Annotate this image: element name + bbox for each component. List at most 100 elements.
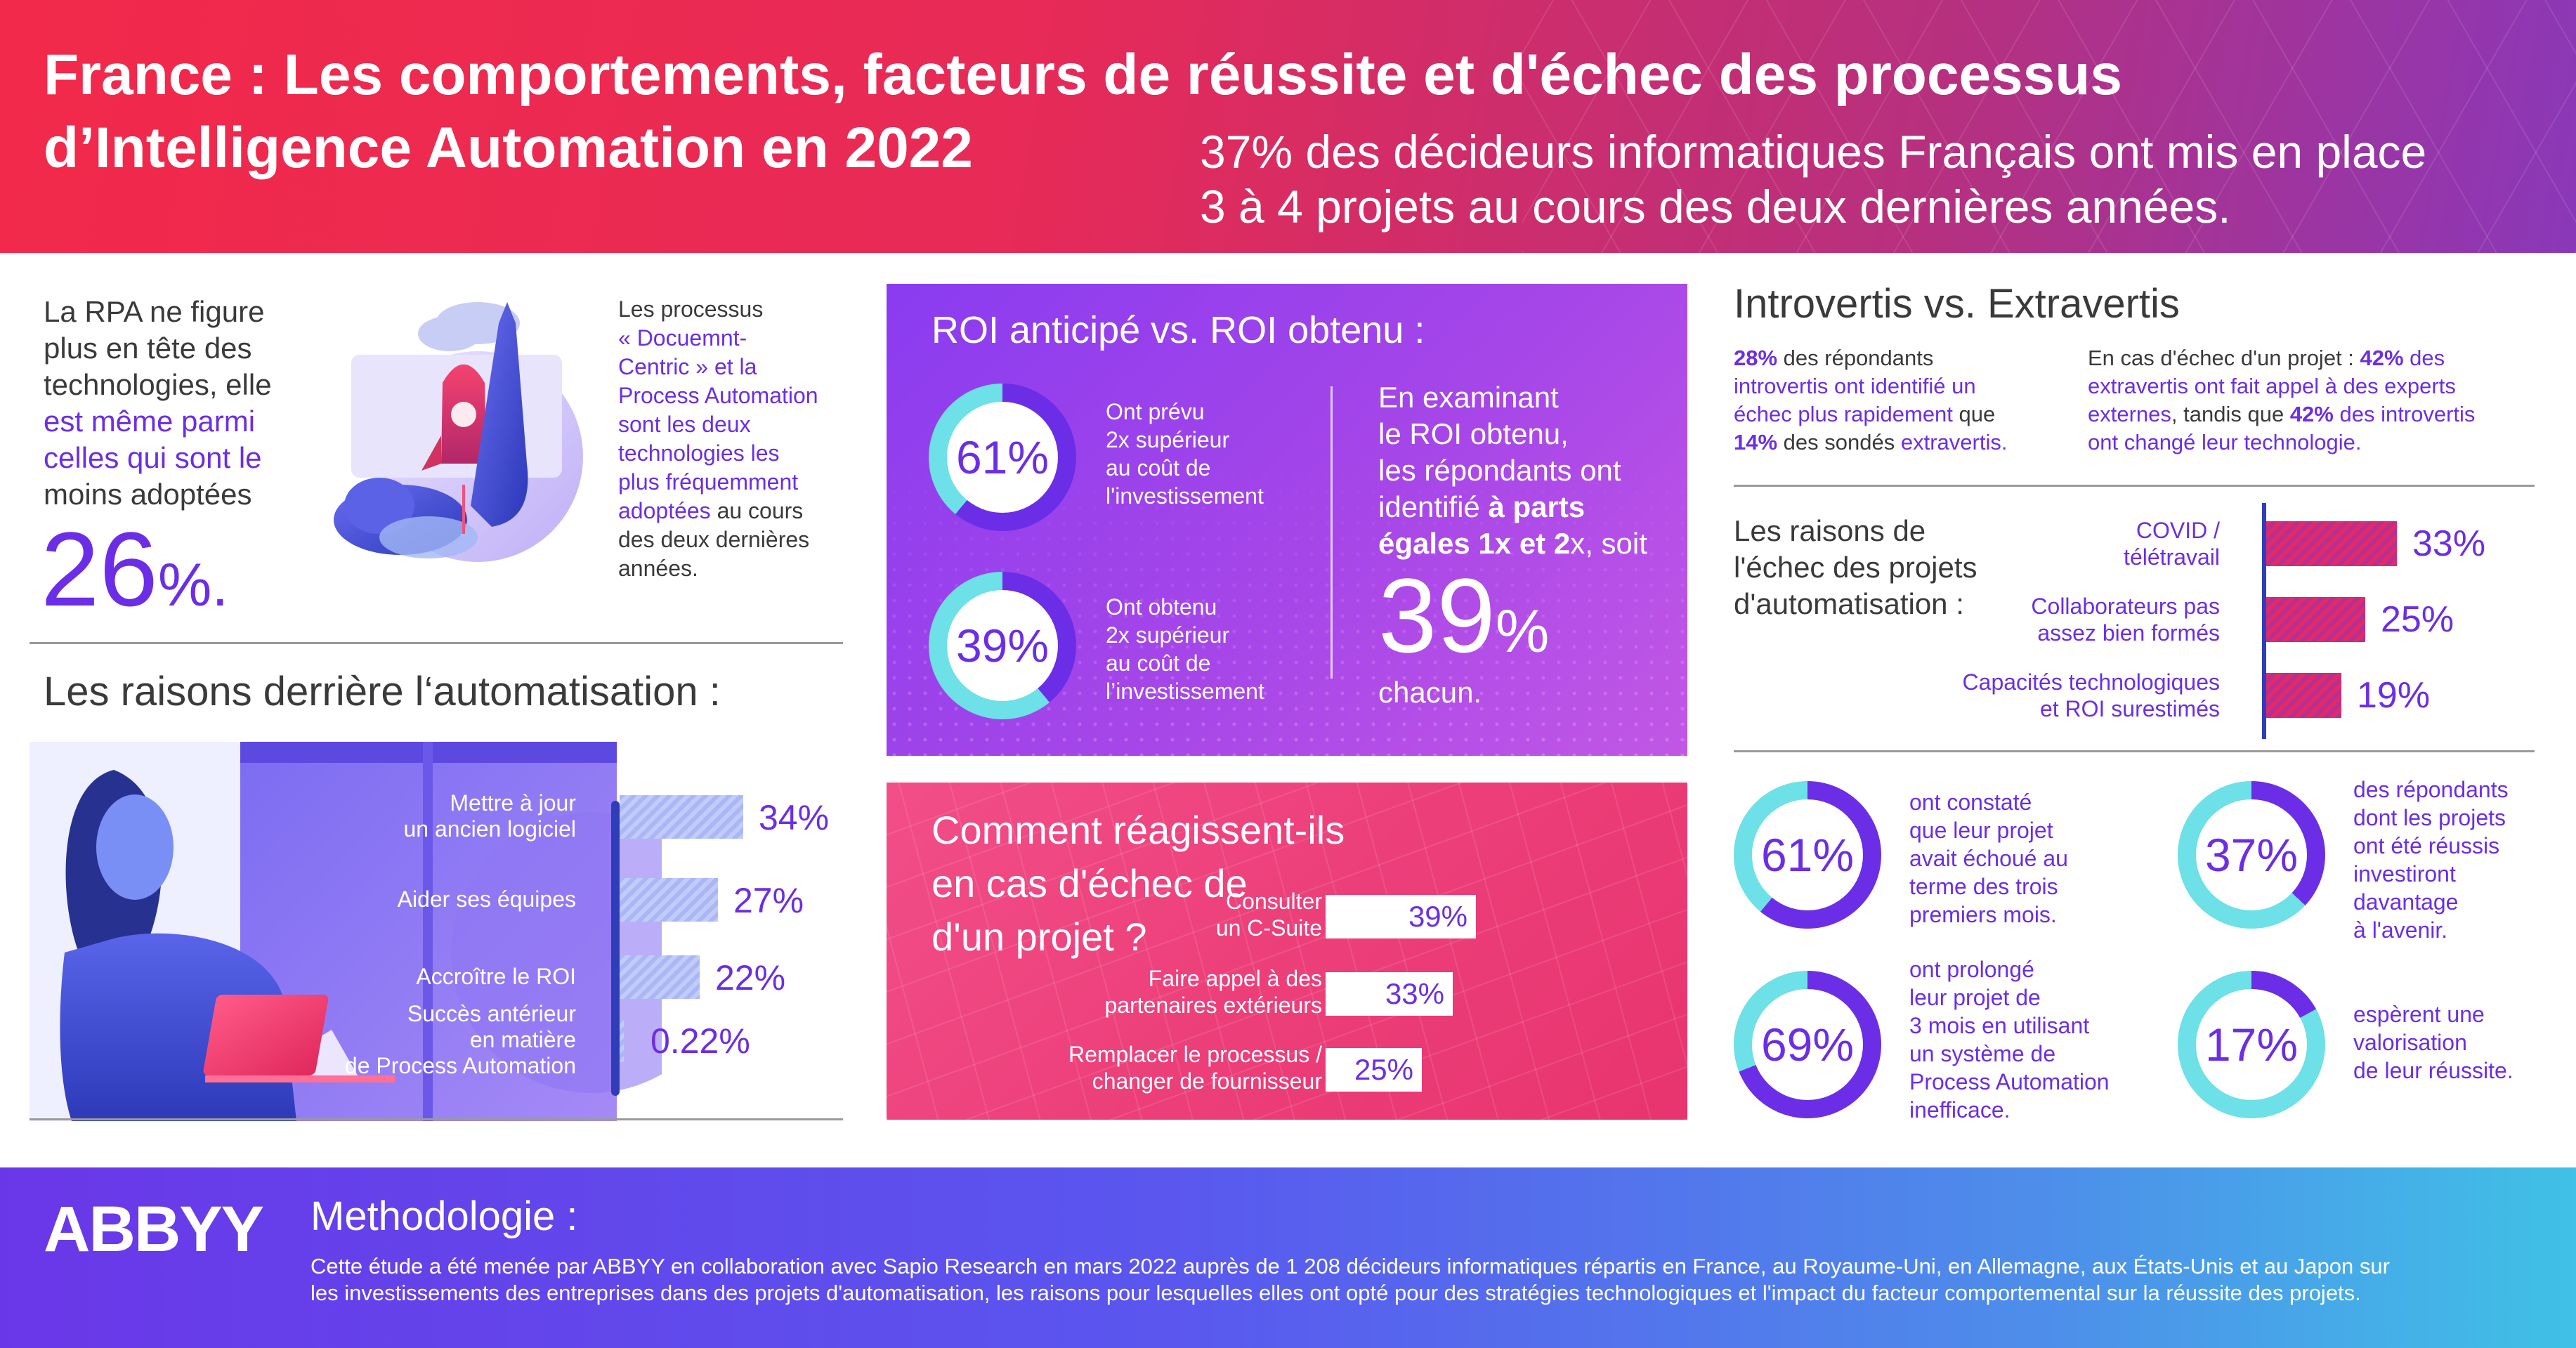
introvert-text: extravertis.	[1900, 430, 2008, 454]
extravert-text: ont fait appel à des experts	[2188, 374, 2456, 398]
failure-reason-label: COVID / télétravail	[1939, 517, 2220, 570]
failure-reaction-panel: Comment réagissent-ils en cas d'échec de…	[887, 783, 1687, 1120]
reason-label-line: Succès antérieur	[407, 1000, 576, 1026]
failure-reason-value: 19%	[2357, 675, 2431, 716]
extravert-text: des	[2403, 346, 2445, 370]
reaction-label-line: un C-Suite	[1215, 915, 1322, 941]
roi-right-line: identifié	[1378, 490, 1489, 523]
reaction-label-line: changer de fournisseur	[1092, 1068, 1322, 1094]
stat-69-text: ont prolongé leur projet de 3 mois en util…	[1909, 955, 2110, 1124]
failure-reaction-title-line: Comment réagissent-ils	[931, 808, 1345, 852]
introvert-text: échec plus rapidement	[1734, 402, 1953, 426]
reaction-label-line: Remplacer le processus /	[1068, 1042, 1322, 1067]
roi-obtained-line: l’investissement	[1106, 679, 1264, 704]
main-title-line2: d’Intelligence Automation en 2022	[44, 116, 973, 180]
stat-line: à l'avenir.	[2353, 917, 2448, 943]
failure-reason-label-line: et ROI surestimés	[2039, 696, 2220, 721]
main-title-line1: France : Les comportements, facteurs de …	[44, 43, 2122, 107]
processus-line: des deux dernières	[618, 527, 810, 552]
stat-line: davantage	[2353, 889, 2459, 915]
extravert-text: externes	[2088, 402, 2171, 426]
reason-label: Mettre à jour un ancien logiciel	[309, 790, 577, 842]
stat-line: Process Automation	[1909, 1069, 2110, 1094]
introvert-text: des sondés	[1777, 430, 1901, 454]
header-pattern	[1522, 0, 2576, 253]
processus-text: Les processus « Docuemnt- Centric » et l…	[618, 295, 818, 583]
rpa-big-stat: 26%.	[41, 513, 228, 625]
methodology-line: les investissements des entreprises dans…	[310, 1281, 2361, 1305]
stat-line: des répondants	[2353, 777, 2509, 802]
roi-obtained-text: Ont obtenu 2x supérieur au coût de l’inves…	[1106, 593, 1264, 705]
failure-reason-value: 25%	[2381, 599, 2454, 640]
stat-17-text: espèrent une valorisation de leur réussite…	[2353, 1000, 2513, 1085]
roi-obtained-line: Ont obtenu	[1106, 594, 1217, 620]
roi-right-bold: égales 1x et 2	[1378, 527, 1571, 560]
roi-big-stat: 39%	[1378, 559, 1549, 672]
failure-reaction-title: Comment réagissent-ils en cas d'échec de…	[931, 804, 1345, 964]
reasons-axis	[611, 801, 620, 1096]
reason-bar	[620, 795, 743, 839]
roi-big-value: 39	[1378, 556, 1496, 674]
reaction-label-line: Faire appel à des	[1148, 966, 1322, 991]
reason-label-line: Aider ses équipes	[397, 886, 576, 912]
stat-line: investiront	[2353, 861, 2456, 886]
reason-label-line: Accroître le ROI	[416, 963, 576, 989]
roi-title: ROI anticipé vs. ROI obtenu :	[931, 309, 1425, 351]
roi-planned-line: au coût de	[1106, 455, 1211, 480]
roi-planned-line: 2x supérieur	[1106, 427, 1230, 452]
processus-line: au cours	[710, 498, 804, 523]
rpa-big-value: 26	[41, 510, 158, 628]
roi-donut-obtained: 39%	[929, 572, 1076, 719]
failure-reason-value: 33%	[2412, 523, 2486, 564]
introvert-text: introvertis ont identifié un	[1734, 374, 1976, 398]
roi-right-line: x, soit	[1570, 527, 1647, 560]
header-stat-line1: 37% des décideurs informatiques Français…	[1200, 126, 2427, 178]
reason-value: 27%	[733, 881, 804, 920]
roi-donut-value: 61%	[947, 402, 1058, 513]
stat-line: que leur projet	[1909, 818, 2053, 843]
failure-reason-label-line: assez bien formés	[2037, 620, 2220, 646]
failure-reason-label-line: Capacités technologiques	[1962, 669, 2220, 695]
roi-divider	[1331, 386, 1333, 679]
reaction-label-line: Consulter	[1226, 889, 1322, 914]
reason-label-line: en matière	[469, 1026, 576, 1052]
failure-reason-bar	[2266, 673, 2341, 718]
failure-reaction-title-line: d'un projet ?	[931, 915, 1147, 959]
stat-line: ont été réussis	[2353, 833, 2500, 858]
stat-line: valorisation	[2353, 1030, 2467, 1055]
roi-obtained-line: au coût de	[1106, 650, 1211, 676]
woman-laptop-illustration	[30, 742, 662, 1121]
reason-label: Aider ses équipes	[309, 886, 576, 912]
methodology-line: Cette étude a été menée par ABBYY en col…	[310, 1254, 2390, 1278]
abbyy-logo: ABBYY	[44, 1193, 264, 1265]
rpa-line: La RPA ne figure	[44, 295, 265, 328]
roi-planned-line: Ont prévu	[1106, 399, 1205, 424]
reason-bar	[620, 878, 718, 922]
failure-reason-bar	[2266, 597, 2365, 642]
stat-line: dont les projets	[2353, 805, 2506, 830]
stat-line: premiers mois.	[1909, 902, 2057, 927]
stat-line: ont prolongé	[1909, 957, 2034, 982]
extravert-stat: 42%	[2289, 402, 2334, 426]
stat-donut-69: 69%	[1734, 971, 1881, 1118]
stat-donut-value: 37%	[2196, 799, 2307, 910]
roi-planned-text: Ont prévu 2x supérieur au coût de l'invest…	[1106, 398, 1264, 510]
stat-line: espèrent une	[2353, 1002, 2485, 1027]
grid-pattern	[887, 783, 1687, 1120]
reaction-label: Remplacer le processus / changer de fourn…	[1041, 1041, 1322, 1094]
stat-donut-value: 17%	[2196, 989, 2307, 1100]
failure-reasons-label-line: d'automatisation :	[1734, 587, 1964, 620]
failure-reasons-axis	[2262, 503, 2266, 739]
reaction-bar: 25%	[1326, 1048, 1422, 1092]
stat-donut-61: 61%	[1734, 781, 1881, 929]
reason-value: 34%	[759, 798, 830, 837]
reaction-bar: 39%	[1326, 895, 1476, 938]
roi-right-bold: à parts	[1488, 490, 1586, 523]
reaction-value: 33%	[1385, 977, 1444, 1010]
reaction-value: 39%	[1408, 900, 1467, 933]
stat-line: 3 mois en utilisant	[1909, 1013, 2090, 1038]
reaction-value: 25%	[1354, 1053, 1413, 1086]
stat-37-text: des répondants dont les projets ont été ré…	[2353, 776, 2509, 944]
introvert-left-text: 28% des répondants introvertis ont ident…	[1734, 344, 2007, 457]
reasons-title: Les raisons derrière l‘automatisation :	[44, 669, 721, 714]
